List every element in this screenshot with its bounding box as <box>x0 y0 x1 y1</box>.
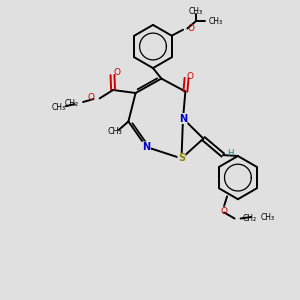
Text: CH₃: CH₃ <box>107 128 122 136</box>
Text: O: O <box>113 68 120 77</box>
Text: CH₃: CH₃ <box>261 212 275 221</box>
Text: O: O <box>87 93 94 102</box>
Text: CH₃: CH₃ <box>208 17 222 26</box>
Text: S: S <box>178 153 185 164</box>
Text: CH₃: CH₃ <box>189 7 203 16</box>
Text: CH₃: CH₃ <box>51 103 66 112</box>
Text: O: O <box>187 72 194 81</box>
Text: O: O <box>220 207 228 216</box>
Text: H: H <box>227 149 234 158</box>
Text: CH₂: CH₂ <box>243 214 257 223</box>
Text: O: O <box>187 24 194 33</box>
Text: N: N <box>142 142 151 152</box>
Text: N: N <box>179 113 187 124</box>
Text: CH₂: CH₂ <box>64 99 79 108</box>
